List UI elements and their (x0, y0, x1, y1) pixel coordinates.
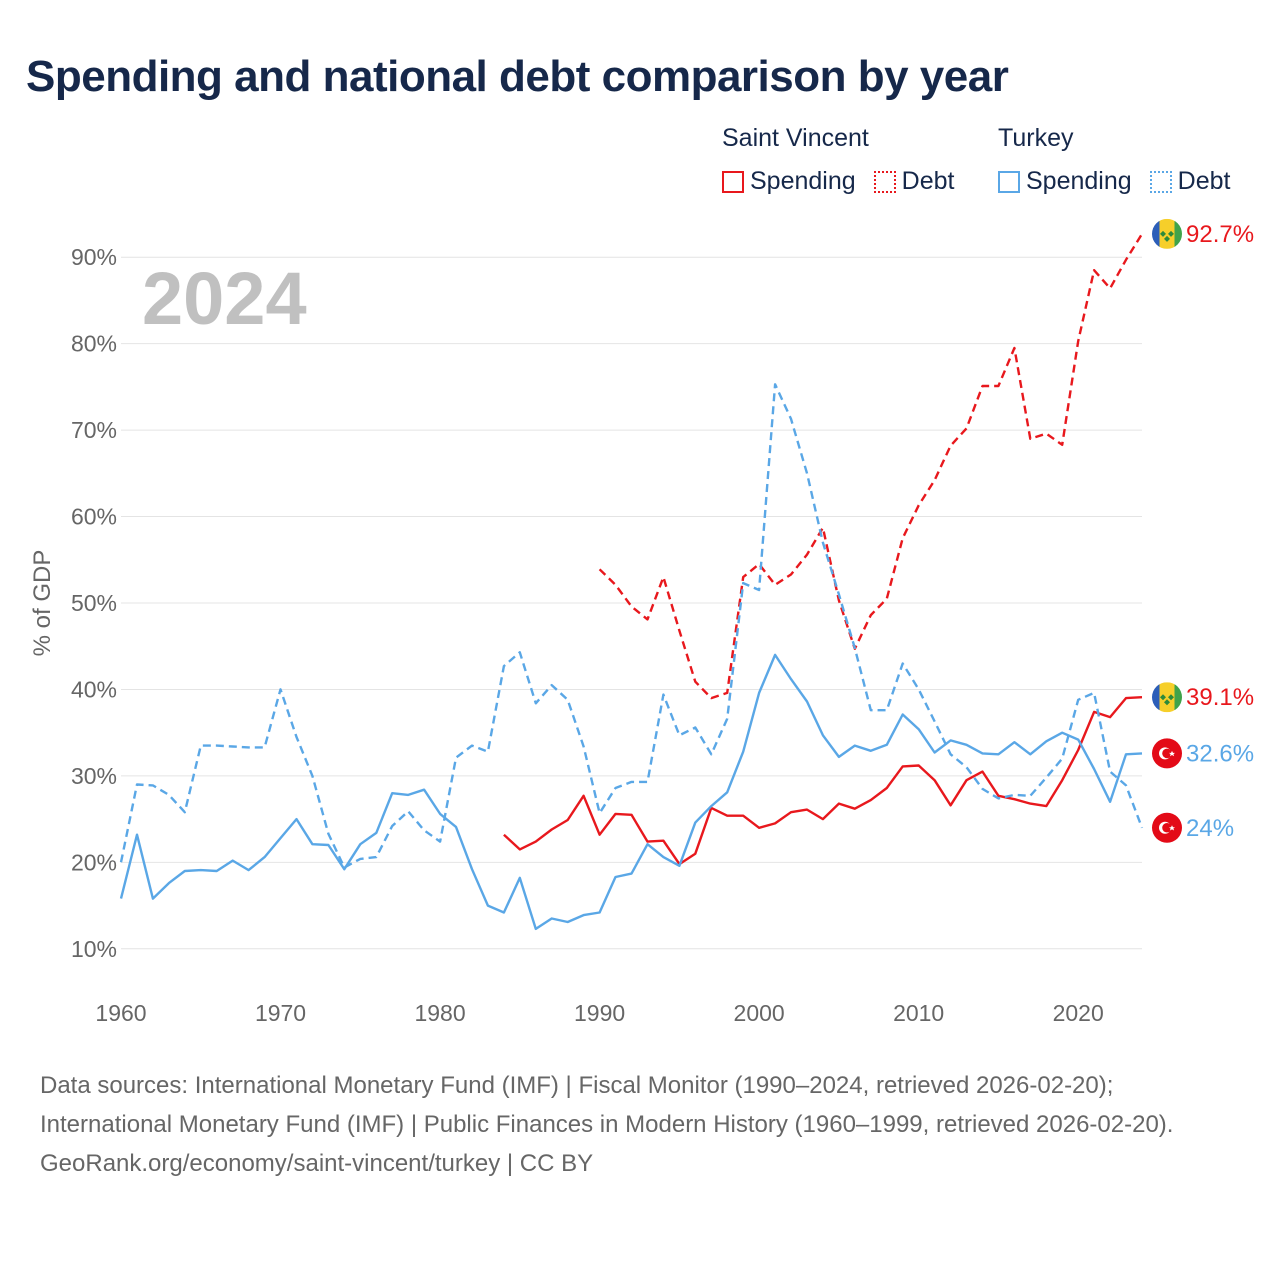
legend-swatch-solid (998, 170, 1020, 193)
tick-layer: 10% 20% 30% 40% 50% 60% 70% 80% 90% 1960 1970 1980 1… (71, 244, 1104, 1026)
series-line-turkey-spending[interactable] (119, 653, 1143, 931)
grid-layer (121, 256, 1142, 950)
end-label-turkey-debt: 24% (1186, 815, 1234, 842)
y-tick-label: 10% (71, 936, 117, 962)
y-tick-label: 20% (71, 849, 117, 875)
data-sources: Data sources: International Monetary Fun… (40, 1072, 1174, 1138)
y-tick-label: 60% (71, 504, 117, 530)
y-tick-label: 50% (71, 590, 117, 616)
x-tick-label: 2020 (1053, 1000, 1104, 1026)
series-line-saint-vincent-debt[interactable] (598, 233, 1144, 700)
y-tick-label: 70% (71, 417, 117, 443)
y-axis-title: % of GDP (29, 550, 56, 657)
series-line-turkey-debt[interactable] (119, 383, 1144, 869)
x-tick-label: 1970 (255, 1000, 306, 1026)
legend-group-label: Saint Vincent (722, 124, 869, 152)
end-label-saint-vincent-debt: 92.7% (1186, 221, 1254, 248)
legend-item-label: Debt (901, 167, 955, 195)
y-tick-label: 90% (71, 244, 117, 270)
legend-group-turkey: Turkey Spending Debt (998, 124, 1230, 196)
chart-title: Spending and national debt comparison by… (26, 52, 1009, 101)
credit-link[interactable]: GeoRank.org/economy/saint-vincent/turkey… (40, 1150, 594, 1177)
x-tick-label: 2000 (734, 1000, 785, 1026)
legend-item-saint-vincent-spending[interactable]: Spending (722, 167, 856, 196)
y-tick-label: 30% (71, 763, 117, 789)
x-tick-label: 2010 (893, 1000, 944, 1026)
legend-item-label: Debt (1177, 167, 1231, 195)
footer: Data sources: International Monetary Fun… (40, 1066, 1240, 1183)
saint-vincent-flag-icon (1152, 682, 1182, 713)
legend-item-turkey-spending[interactable]: Spending (998, 167, 1132, 196)
legend-item-turkey-debt[interactable]: Debt (1149, 167, 1231, 196)
end-label-turkey-spending: 32.6% (1186, 740, 1254, 767)
legend-item-label: Spending (750, 167, 856, 195)
x-tick-label: 1990 (574, 1000, 625, 1026)
x-tick-label: 1980 (414, 1000, 465, 1026)
line-chart: 2024 % of GDP 10% 20% 30% 40% 50% 60% 70% 80% 90… (29, 218, 1254, 1026)
legend-group-label: Turkey (998, 124, 1074, 152)
legend-group-saint-vincent: Saint Vincent Spending Debt (722, 124, 954, 196)
end-label-saint-vincent-spending: 39.1% (1186, 684, 1254, 711)
turkey-flag-icon (1152, 812, 1182, 843)
saint-vincent-flag-icon (1152, 218, 1182, 249)
year-watermark: 2024 (142, 257, 307, 340)
legend-swatch-solid (722, 170, 744, 193)
end-label-layer: 39.1% 92.7% 32.6% 24% (1152, 218, 1254, 843)
turkey-flag-icon (1152, 738, 1182, 769)
legend-item-label: Spending (1026, 167, 1132, 195)
legend-item-saint-vincent-debt[interactable]: Debt (873, 167, 955, 196)
x-tick-label: 1960 (95, 1000, 146, 1026)
legend-swatch-dotted (873, 170, 896, 193)
series-line-saint-vincent-spending[interactable] (503, 696, 1143, 866)
y-tick-label: 80% (71, 331, 117, 357)
series-layer (119, 233, 1144, 931)
legend-swatch-dotted (1149, 170, 1172, 193)
y-tick-label: 40% (71, 676, 117, 702)
